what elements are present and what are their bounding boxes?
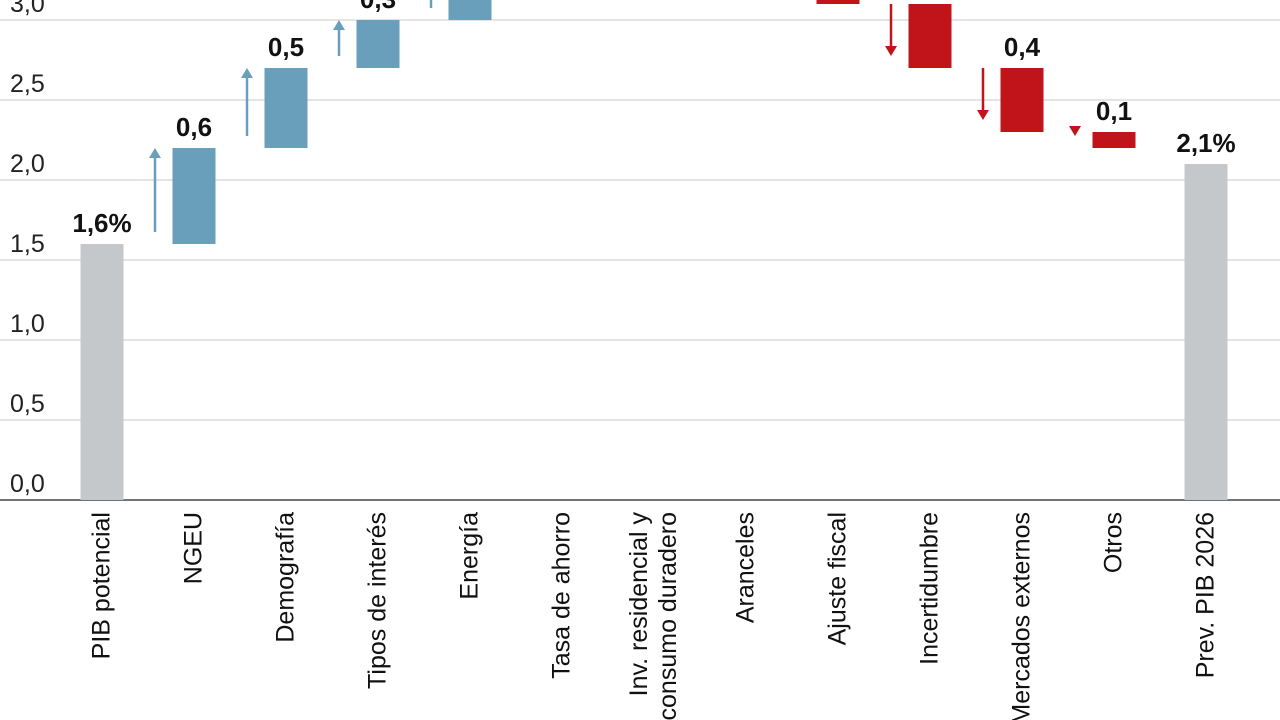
y-tick-label: 0,0 xyxy=(10,470,45,498)
bar xyxy=(1184,164,1228,500)
y-tick-label: 3,0 xyxy=(10,0,45,18)
bar xyxy=(816,0,860,4)
value-label: 1,6% xyxy=(72,208,131,238)
bar xyxy=(448,0,492,20)
x-tick-label: Energía xyxy=(455,512,484,600)
x-tick-label: Demografía xyxy=(271,512,300,643)
x-tick-label: Ajuste fiscal xyxy=(823,512,852,646)
bar xyxy=(1092,132,1136,148)
arrow-head xyxy=(885,46,897,56)
arrow-head xyxy=(149,148,161,158)
x-tick-label: Mercados externos xyxy=(1007,512,1036,720)
x-tick-label: Aranceles xyxy=(731,512,760,624)
x-tick-label: Incertidumbre xyxy=(915,512,944,665)
bar xyxy=(356,20,400,68)
value-label: 0,5 xyxy=(268,32,304,62)
y-tick-label: 1,0 xyxy=(10,310,45,338)
y-tick-label: 2,5 xyxy=(10,70,45,98)
value-label: 0,1 xyxy=(1096,96,1132,126)
y-tick-label: 2,0 xyxy=(10,150,45,178)
bar xyxy=(80,244,124,500)
x-tick-label: Inv. residencial y consumo duradero xyxy=(625,512,682,720)
arrow-head xyxy=(1069,126,1081,136)
x-tick-label: Prev. PIB 2026 xyxy=(1191,512,1220,679)
value-label: 0,3 xyxy=(360,0,396,14)
y-tick-label: 0,5 xyxy=(10,390,45,418)
x-tick-label: Tasa de ahorro xyxy=(547,512,576,679)
y-tick-label: 1,5 xyxy=(10,230,45,258)
value-label: 2,1% xyxy=(1176,128,1235,158)
x-tick-label: Tipos de interés xyxy=(363,512,392,689)
arrow-head xyxy=(977,110,989,120)
x-tick-label: PIB potencial xyxy=(87,512,116,660)
bar xyxy=(264,68,308,148)
x-tick-label: Otros xyxy=(1099,512,1128,574)
x-tick-label: NGEU xyxy=(179,512,208,585)
value-label: 0,6 xyxy=(176,112,212,142)
arrow-head xyxy=(333,20,345,30)
value-label: 0,4 xyxy=(1004,32,1041,62)
bar xyxy=(908,4,952,68)
arrow-head xyxy=(241,68,253,78)
bar xyxy=(172,148,216,244)
bar xyxy=(1000,68,1044,132)
